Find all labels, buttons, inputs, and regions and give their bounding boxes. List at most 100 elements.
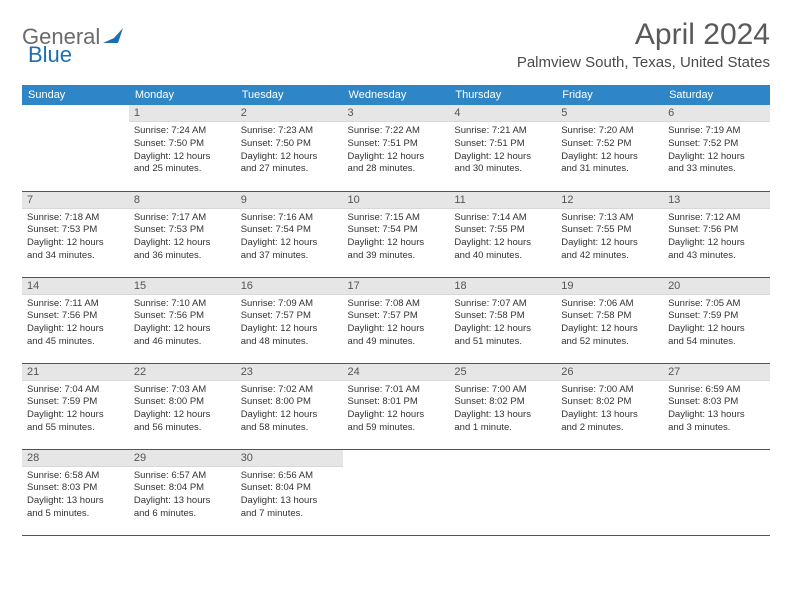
day-detail: Sunrise: 7:10 AMSunset: 7:56 PMDaylight:… [129, 295, 236, 353]
day-number: 20 [663, 278, 770, 295]
day-line: and 27 minutes. [241, 163, 338, 176]
day-detail: Sunrise: 7:24 AMSunset: 7:50 PMDaylight:… [129, 122, 236, 180]
day-line: Sunrise: 7:22 AM [348, 125, 445, 138]
calendar-cell: 1Sunrise: 7:24 AMSunset: 7:50 PMDaylight… [129, 105, 236, 191]
calendar-cell: 5Sunrise: 7:20 AMSunset: 7:52 PMDaylight… [556, 105, 663, 191]
day-line: Sunrise: 7:15 AM [348, 212, 445, 225]
day-line: Sunset: 8:04 PM [241, 482, 338, 495]
day-line: Daylight: 13 hours [668, 409, 765, 422]
calendar-cell-empty [663, 449, 770, 535]
day-line: and 37 minutes. [241, 250, 338, 263]
day-number: 15 [129, 278, 236, 295]
day-line: Sunset: 8:00 PM [241, 396, 338, 409]
day-line: Sunrise: 7:16 AM [241, 212, 338, 225]
day-line: and 34 minutes. [27, 250, 124, 263]
day-line: Daylight: 12 hours [348, 151, 445, 164]
day-number: 22 [129, 364, 236, 381]
page-header: General April 2024 Palmview South, Texas… [22, 18, 770, 71]
day-detail: Sunrise: 7:21 AMSunset: 7:51 PMDaylight:… [449, 122, 556, 180]
calendar-cell: 13Sunrise: 7:12 AMSunset: 7:56 PMDayligh… [663, 191, 770, 277]
day-line: and 7 minutes. [241, 508, 338, 521]
calendar-cell: 12Sunrise: 7:13 AMSunset: 7:55 PMDayligh… [556, 191, 663, 277]
day-line: and 45 minutes. [27, 336, 124, 349]
day-line: Daylight: 12 hours [454, 237, 551, 250]
day-line: and 25 minutes. [134, 163, 231, 176]
day-line: Sunrise: 7:13 AM [561, 212, 658, 225]
title-block: April 2024 Palmview South, Texas, United… [517, 18, 770, 71]
day-line: Sunrise: 7:10 AM [134, 298, 231, 311]
day-line: Sunrise: 7:00 AM [561, 384, 658, 397]
calendar-cell: 16Sunrise: 7:09 AMSunset: 7:57 PMDayligh… [236, 277, 343, 363]
day-line: Sunset: 7:56 PM [27, 310, 124, 323]
day-line: Daylight: 13 hours [134, 495, 231, 508]
day-line: Sunrise: 7:08 AM [348, 298, 445, 311]
day-line: Sunset: 7:58 PM [454, 310, 551, 323]
day-line: Daylight: 12 hours [241, 409, 338, 422]
day-line: Daylight: 13 hours [241, 495, 338, 508]
day-detail: Sunrise: 7:16 AMSunset: 7:54 PMDaylight:… [236, 209, 343, 267]
calendar-cell: 29Sunrise: 6:57 AMSunset: 8:04 PMDayligh… [129, 449, 236, 535]
day-line: Sunrise: 7:09 AM [241, 298, 338, 311]
month-title: April 2024 [517, 18, 770, 52]
logo-arrow-icon [102, 26, 124, 49]
day-number: 27 [663, 364, 770, 381]
calendar-cell: 19Sunrise: 7:06 AMSunset: 7:58 PMDayligh… [556, 277, 663, 363]
day-detail: Sunrise: 7:00 AMSunset: 8:02 PMDaylight:… [449, 381, 556, 439]
calendar-cell: 14Sunrise: 7:11 AMSunset: 7:56 PMDayligh… [22, 277, 129, 363]
calendar-cell: 28Sunrise: 6:58 AMSunset: 8:03 PMDayligh… [22, 449, 129, 535]
day-line: Daylight: 12 hours [454, 151, 551, 164]
calendar-row: 7Sunrise: 7:18 AMSunset: 7:53 PMDaylight… [22, 191, 770, 277]
day-line: Sunset: 7:54 PM [241, 224, 338, 237]
location-text: Palmview South, Texas, United States [517, 54, 770, 71]
calendar-body: 1Sunrise: 7:24 AMSunset: 7:50 PMDaylight… [22, 105, 770, 535]
day-line: and 55 minutes. [27, 422, 124, 435]
day-number: 8 [129, 192, 236, 209]
day-line: Daylight: 12 hours [561, 323, 658, 336]
calendar-cell: 9Sunrise: 7:16 AMSunset: 7:54 PMDaylight… [236, 191, 343, 277]
day-line: Daylight: 12 hours [241, 323, 338, 336]
day-detail: Sunrise: 7:02 AMSunset: 8:00 PMDaylight:… [236, 381, 343, 439]
day-line: and 54 minutes. [668, 336, 765, 349]
day-detail: Sunrise: 7:20 AMSunset: 7:52 PMDaylight:… [556, 122, 663, 180]
calendar-cell-empty [449, 449, 556, 535]
day-number: 21 [22, 364, 129, 381]
calendar-cell: 22Sunrise: 7:03 AMSunset: 8:00 PMDayligh… [129, 363, 236, 449]
day-line: and 51 minutes. [454, 336, 551, 349]
day-line: Sunrise: 7:18 AM [27, 212, 124, 225]
day-line: Sunrise: 7:05 AM [668, 298, 765, 311]
day-line: Daylight: 12 hours [134, 323, 231, 336]
day-line: Sunrise: 7:12 AM [668, 212, 765, 225]
day-number: 28 [22, 450, 129, 467]
day-line: Daylight: 13 hours [454, 409, 551, 422]
day-number: 14 [22, 278, 129, 295]
day-line: and 39 minutes. [348, 250, 445, 263]
calendar-cell: 26Sunrise: 7:00 AMSunset: 8:02 PMDayligh… [556, 363, 663, 449]
day-line: Daylight: 13 hours [27, 495, 124, 508]
day-detail: Sunrise: 7:01 AMSunset: 8:01 PMDaylight:… [343, 381, 450, 439]
day-detail: Sunrise: 7:09 AMSunset: 7:57 PMDaylight:… [236, 295, 343, 353]
day-header: Saturday [663, 85, 770, 105]
calendar-cell: 18Sunrise: 7:07 AMSunset: 7:58 PMDayligh… [449, 277, 556, 363]
calendar-cell: 6Sunrise: 7:19 AMSunset: 7:52 PMDaylight… [663, 105, 770, 191]
day-number: 1 [129, 105, 236, 122]
day-line: and 6 minutes. [134, 508, 231, 521]
day-line: Sunrise: 7:04 AM [27, 384, 124, 397]
day-detail: Sunrise: 7:04 AMSunset: 7:59 PMDaylight:… [22, 381, 129, 439]
day-line: Sunset: 8:03 PM [27, 482, 124, 495]
day-line: Sunset: 8:03 PM [668, 396, 765, 409]
day-number: 29 [129, 450, 236, 467]
day-line: Sunset: 7:52 PM [668, 138, 765, 151]
day-line: Sunrise: 7:03 AM [134, 384, 231, 397]
day-line: Sunset: 7:57 PM [348, 310, 445, 323]
calendar-cell: 2Sunrise: 7:23 AMSunset: 7:50 PMDaylight… [236, 105, 343, 191]
day-detail: Sunrise: 7:19 AMSunset: 7:52 PMDaylight:… [663, 122, 770, 180]
day-line: Sunset: 7:58 PM [561, 310, 658, 323]
day-number: 12 [556, 192, 663, 209]
day-line: Sunset: 7:56 PM [134, 310, 231, 323]
day-line: Sunrise: 7:01 AM [348, 384, 445, 397]
day-line: Sunset: 7:55 PM [561, 224, 658, 237]
day-header: Thursday [449, 85, 556, 105]
day-header: Sunday [22, 85, 129, 105]
day-line: Daylight: 12 hours [454, 323, 551, 336]
day-line: Daylight: 12 hours [668, 323, 765, 336]
